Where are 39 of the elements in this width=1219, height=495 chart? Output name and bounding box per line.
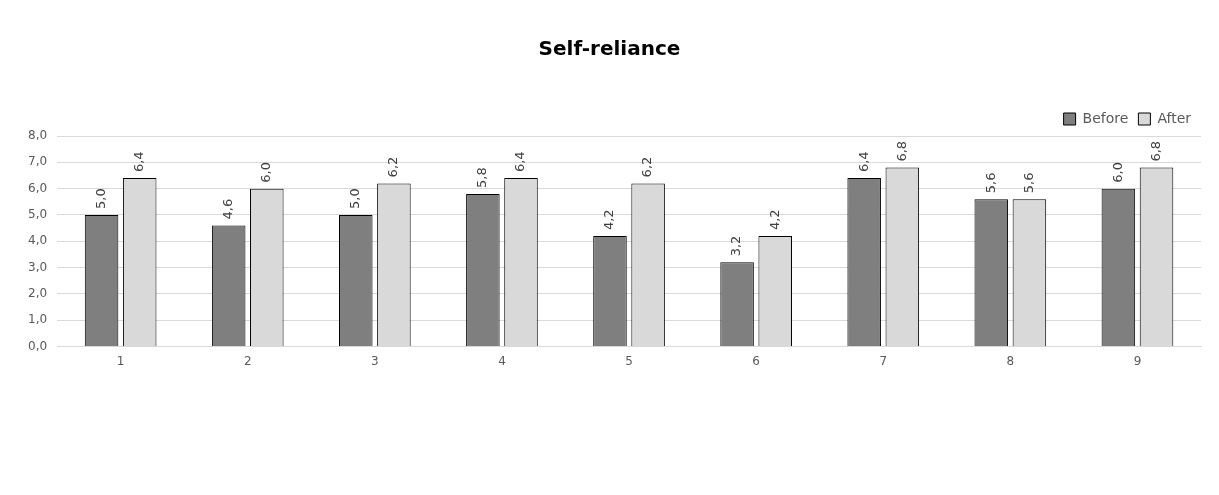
data-label: 6,4 — [512, 151, 528, 173]
y-tick-label: 5,0 — [27, 207, 48, 222]
x-tick-label: 5 — [625, 353, 633, 368]
data-label: 4,2 — [601, 209, 617, 231]
x-tick-label: 3 — [371, 353, 379, 368]
x-tick-label: 9 — [1133, 353, 1142, 368]
data-label: 5,6 — [982, 172, 998, 194]
data-label: 5,0 — [347, 188, 363, 209]
data-label: 6,8 — [893, 140, 909, 162]
data-label: 6,4 — [131, 151, 147, 173]
x-tick-label: 1 — [116, 353, 125, 368]
x-tick-label: 7 — [879, 353, 888, 368]
data-label: 6,8 — [1147, 140, 1163, 162]
x-tick-label: 8 — [1006, 353, 1015, 368]
y-tick-label: 8,0 — [27, 128, 48, 143]
y-tick-label: 4,0 — [27, 233, 48, 248]
data-label: 3,2 — [728, 235, 744, 257]
x-tick-label: 4 — [498, 353, 506, 368]
y-tick-label: 7,0 — [27, 154, 48, 169]
legend-label: After — [1157, 109, 1192, 126]
data-label: 6,2 — [385, 156, 401, 178]
data-label: 4,2 — [766, 209, 782, 231]
data-label: 5,0 — [92, 188, 108, 209]
y-tick-label: 6,0 — [27, 180, 48, 195]
data-label: 6,0 — [258, 161, 274, 183]
data-label: 6,2 — [639, 156, 655, 178]
data-label: 5,6 — [1020, 172, 1036, 194]
x-tick-label: 2 — [243, 353, 252, 368]
y-tick-label: 1,0 — [27, 312, 48, 327]
y-tick-label: 3,0 — [27, 259, 48, 274]
y-tick-label: 0,0 — [27, 338, 48, 353]
legend-label: Before — [1082, 109, 1129, 126]
data-label: 5,8 — [474, 167, 490, 188]
data-label: 6,0 — [1109, 161, 1125, 183]
chart-title: Self-reliance — [538, 36, 681, 61]
data-label: 4,6 — [220, 198, 236, 220]
data-label: 6,4 — [855, 151, 871, 173]
y-tick-label: 2,0 — [27, 286, 48, 301]
x-tick-label: 6 — [752, 353, 760, 368]
